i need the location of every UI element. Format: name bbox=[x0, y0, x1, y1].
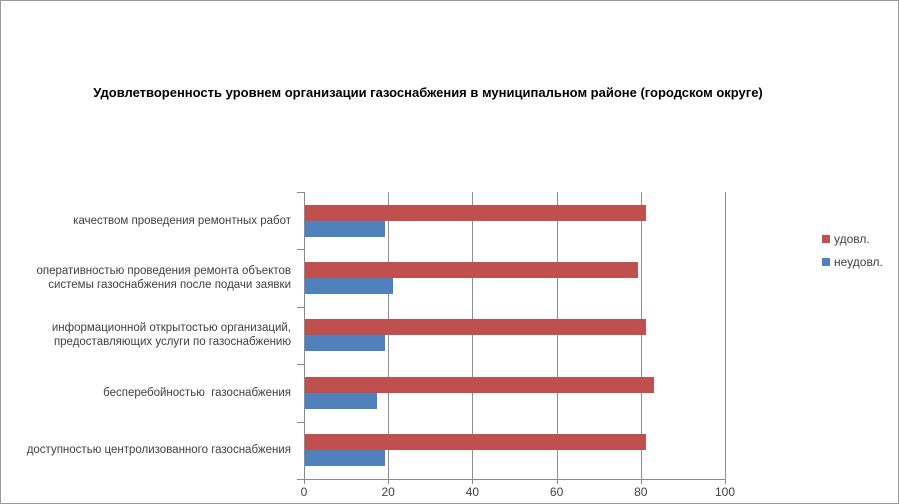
bar-satisfied bbox=[305, 376, 655, 393]
gridline bbox=[472, 192, 474, 479]
plot-area bbox=[297, 192, 726, 484]
x-axis-tick-label: 60 bbox=[549, 485, 564, 499]
category-label: информационной открытостью организаций, п… bbox=[7, 307, 291, 364]
bar-satisfied bbox=[305, 319, 646, 336]
category-bar-group bbox=[305, 192, 726, 249]
legend-item: удовл. bbox=[822, 232, 883, 246]
legend-item: неудовл. bbox=[822, 255, 883, 269]
category-label: качеством проведения ремонтных работ bbox=[7, 192, 291, 249]
x-axis-tick-label: 20 bbox=[381, 485, 395, 499]
x-axis-tick bbox=[640, 479, 642, 484]
category-bar-group bbox=[305, 307, 726, 364]
category-label-line: оперативностью проведения ремонта объект… bbox=[36, 265, 291, 278]
x-axis-tick-label: 0 bbox=[300, 485, 308, 499]
x-axis-tick bbox=[725, 479, 726, 484]
legend-swatch-udovl bbox=[822, 235, 830, 243]
legend-label: неудовл. bbox=[834, 255, 883, 269]
gridline bbox=[556, 192, 558, 479]
x-axis-tick-label: 40 bbox=[465, 485, 480, 499]
legend-swatch-neudovl bbox=[822, 258, 830, 266]
category-axis-tick bbox=[297, 422, 305, 423]
x-axis-tick bbox=[388, 479, 390, 484]
category-bar-group bbox=[305, 364, 726, 421]
category-bar-group bbox=[305, 422, 726, 479]
category-axis-labels: качеством проведения ремонтных работ опер… bbox=[7, 192, 291, 479]
bar-unsatisfied bbox=[305, 220, 385, 237]
gridline bbox=[388, 192, 390, 479]
gridline bbox=[725, 192, 726, 479]
x-axis-tick-label: 100 bbox=[714, 485, 736, 499]
x-axis-tick bbox=[304, 479, 305, 484]
bar-unsatisfied bbox=[305, 450, 385, 467]
category-label-line: предоставляющих услуги по газоснабжению bbox=[53, 336, 291, 349]
bar-unsatisfied bbox=[305, 335, 385, 352]
category-label: бесперебойностью газоснабжения bbox=[7, 364, 291, 421]
category-label: доступностью центролизованного газоснабж… bbox=[7, 422, 291, 479]
bar-satisfied bbox=[305, 204, 646, 221]
category-axis-tick bbox=[297, 249, 305, 250]
category-axis-tick bbox=[297, 307, 305, 308]
x-axis-tick bbox=[472, 479, 474, 484]
category-label-line: доступностью центролизованного газоснабж… bbox=[26, 444, 291, 457]
legend: удовл. неудовл. bbox=[822, 232, 883, 278]
category-label-line: системы газоснабжения после подачи заявк… bbox=[48, 279, 291, 292]
bar-unsatisfied bbox=[305, 392, 377, 409]
chart-title: Удовлетворенность уровнем организации га… bbox=[93, 85, 763, 100]
gridline bbox=[640, 192, 642, 479]
legend-label: удовл. bbox=[834, 232, 870, 246]
x-axis-tick-label: 80 bbox=[634, 485, 648, 499]
bar-unsatisfied bbox=[305, 278, 394, 295]
category-label-line: бесперебойностью газоснабжения bbox=[103, 386, 291, 399]
category-label-line: качеством проведения ремонтных работ bbox=[73, 214, 291, 227]
category-axis-tick bbox=[297, 364, 305, 365]
category-label: оперативностью проведения ремонта объект… bbox=[7, 249, 291, 306]
x-axis-labels: 0 20 40 60 80 100 bbox=[301, 485, 735, 500]
x-axis-tick bbox=[556, 479, 558, 484]
category-axis-tick bbox=[297, 192, 305, 193]
category-axis-tick bbox=[297, 479, 305, 480]
category-bar-group bbox=[305, 249, 726, 306]
category-label-line: информационной открытостью организаций, bbox=[51, 322, 291, 335]
bar-satisfied bbox=[305, 262, 638, 279]
bar-satisfied bbox=[305, 434, 646, 451]
